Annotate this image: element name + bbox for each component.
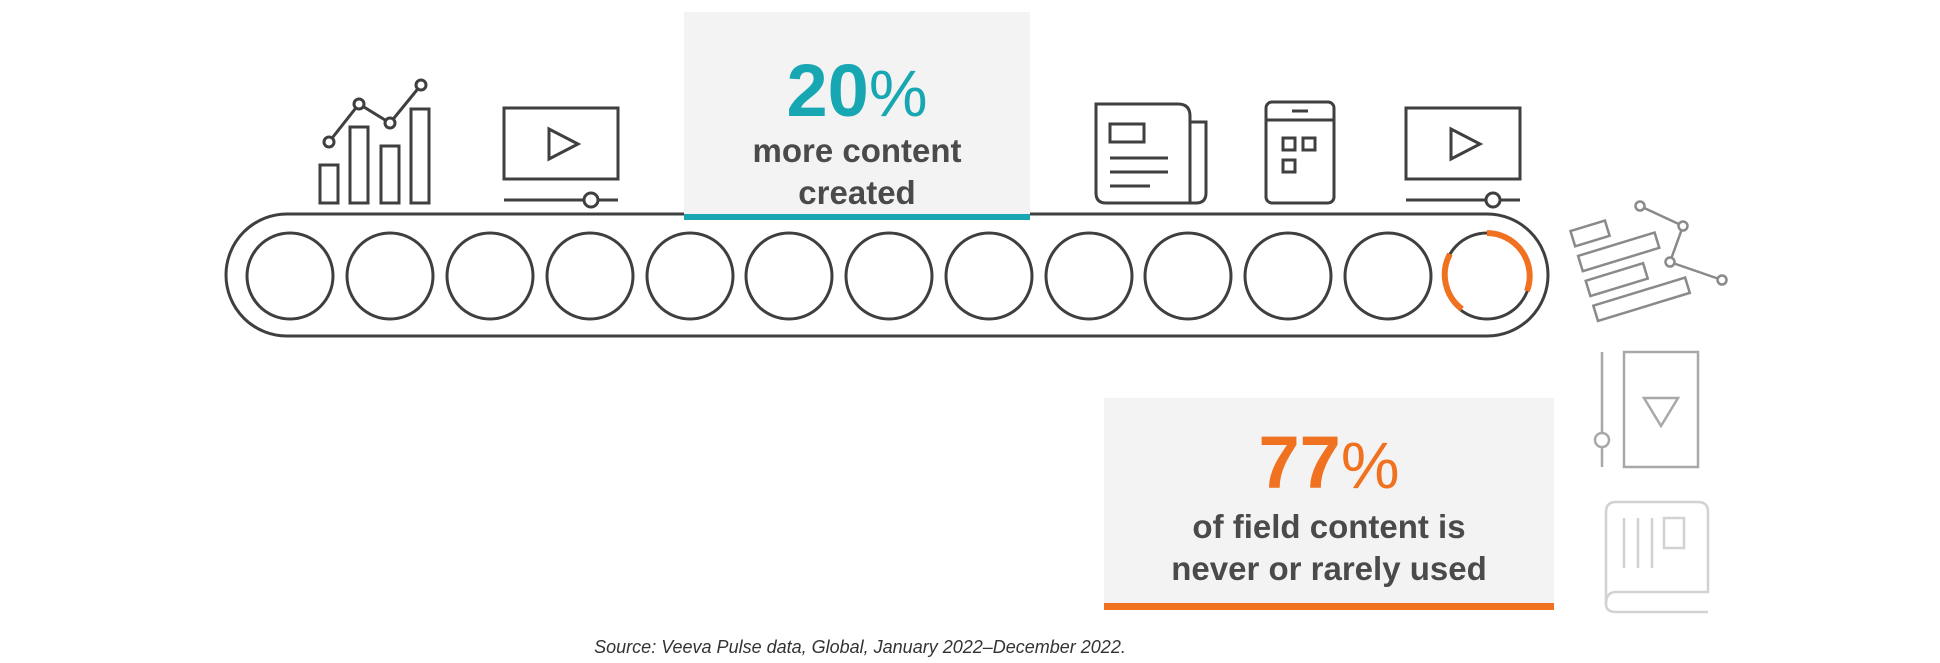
percent-sign: % bbox=[868, 56, 928, 130]
stat-label-line2: created bbox=[798, 174, 916, 211]
stat-label-line2: never or rarely used bbox=[1171, 550, 1487, 587]
conveyor-roller bbox=[844, 231, 934, 321]
mobile-app-icon bbox=[1264, 100, 1336, 205]
percent-sign: % bbox=[1340, 428, 1400, 502]
stat-value: 20% bbox=[684, 54, 1030, 128]
spinning-roller-arc bbox=[1441, 252, 1464, 312]
conveyor-roller bbox=[245, 231, 335, 321]
stat-more-content-created: 20% more content created bbox=[684, 12, 1030, 220]
conveyor-roller bbox=[645, 231, 735, 321]
conveyor-roller bbox=[944, 231, 1034, 321]
bar-chart-icon bbox=[318, 78, 431, 205]
stat-value: 77% bbox=[1104, 426, 1554, 500]
conveyor-roller bbox=[1044, 231, 1134, 321]
conveyor-roller bbox=[445, 231, 535, 321]
stat-label-line1: more content bbox=[752, 132, 962, 169]
conveyor-belt bbox=[224, 212, 1550, 338]
stat-label: of field content is never or rarely used bbox=[1104, 506, 1554, 590]
falling-document-icon bbox=[1568, 200, 1728, 323]
video-player-icon bbox=[502, 106, 620, 209]
stat-label: more content created bbox=[684, 130, 1030, 214]
stat-unused-content: 77% of field content is never or rarely … bbox=[1104, 398, 1554, 610]
conveyor-roller bbox=[1143, 231, 1233, 321]
source-note: Source: Veeva Pulse data, Global, Januar… bbox=[594, 637, 1126, 657]
stat-number: 77 bbox=[1258, 421, 1341, 504]
stat-label-line1: of field content is bbox=[1192, 508, 1466, 545]
video-player-icon bbox=[1404, 106, 1522, 209]
conveyor-roller bbox=[1243, 231, 1333, 321]
conveyor-roller bbox=[1343, 231, 1433, 321]
conveyor-roller bbox=[545, 231, 635, 321]
falling-tablet-icon bbox=[1593, 350, 1700, 469]
spinning-roller-arc bbox=[1486, 230, 1533, 293]
conveyor-roller bbox=[345, 231, 435, 321]
newspaper-icon bbox=[1094, 102, 1208, 205]
falling-book-icon bbox=[1604, 500, 1710, 614]
stat-number: 20 bbox=[786, 49, 869, 132]
conveyor-roller bbox=[744, 231, 834, 321]
